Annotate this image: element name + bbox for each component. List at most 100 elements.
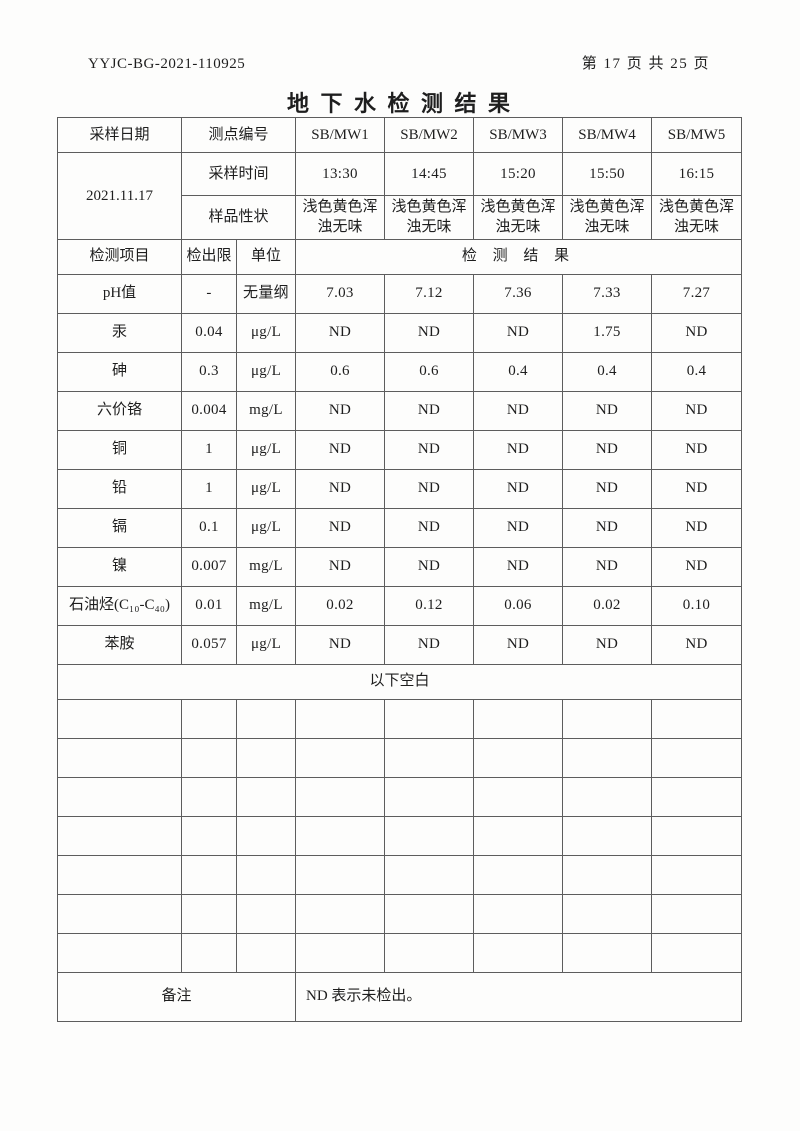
empty-cell: [295, 854, 386, 895]
empty-cell: [235, 776, 297, 817]
limit-cell: 0.004: [181, 390, 237, 431]
value-cell: ND: [651, 390, 743, 431]
table-row: 镍 0.007 mg/L ND ND ND ND ND: [57, 546, 743, 587]
value-cell: ND: [384, 546, 475, 587]
empty-cell: [181, 815, 237, 856]
item-cell: 镍: [57, 546, 182, 587]
limit-cell: 0.057: [181, 624, 237, 665]
table-remark-row: 备注 ND 表示未检出。: [56, 971, 743, 1022]
blank-note: 以下空白: [56, 663, 743, 700]
value-cell: 0.02: [562, 585, 653, 626]
limit-cell: 0.1: [181, 507, 237, 548]
limit-cell: 1: [181, 429, 237, 470]
limit-cell: -: [181, 273, 237, 314]
value-cell: ND: [295, 624, 386, 665]
item-cell: 汞: [57, 312, 182, 353]
empty-row: [57, 737, 743, 778]
item-column-label: 检测项目: [57, 238, 182, 275]
empty-cell: [57, 776, 182, 817]
value-cell: ND: [473, 312, 564, 353]
empty-cell: [473, 932, 564, 973]
limit-cell: 0.04: [181, 312, 237, 353]
value-cell: ND: [295, 468, 386, 509]
value-cell: 0.4: [651, 351, 743, 392]
point-id: SB/MW1: [295, 117, 386, 153]
value-cell: ND: [473, 429, 564, 470]
value-cell: ND: [473, 507, 564, 548]
empty-row: [57, 854, 743, 895]
value-cell: 0.4: [562, 351, 653, 392]
empty-cell: [181, 932, 237, 973]
point-id: SB/MW4: [562, 117, 653, 153]
unit-cell: μg/L: [235, 429, 297, 470]
empty-cell: [181, 698, 237, 739]
sampling-time: 15:50: [562, 152, 653, 196]
empty-cell: [295, 737, 386, 778]
item-cell: 镉: [57, 507, 182, 548]
table-empty-rows: [57, 698, 743, 973]
empty-row: [57, 893, 743, 934]
empty-cell: [651, 932, 743, 973]
table-row: 汞 0.04 μg/L ND ND ND 1.75 ND: [57, 312, 743, 353]
empty-cell: [384, 815, 475, 856]
empty-cell: [562, 815, 653, 856]
empty-cell: [57, 932, 182, 973]
empty-cell: [235, 854, 297, 895]
empty-cell: [651, 854, 743, 895]
value-cell: ND: [651, 507, 743, 548]
value-cell: ND: [651, 429, 743, 470]
value-cell: ND: [473, 390, 564, 431]
point-id-label: 测点编号: [180, 117, 297, 153]
remark-row: 备注 ND 表示未检出。: [56, 971, 743, 1022]
item-cell: 六价铬: [57, 390, 182, 431]
sampling-time: 14:45: [384, 152, 475, 196]
value-cell: 0.06: [473, 585, 564, 626]
empty-cell: [562, 854, 653, 895]
limit-cell: 1: [181, 468, 237, 509]
unit-cell: μg/L: [235, 312, 297, 353]
empty-cell: [295, 932, 386, 973]
value-cell: ND: [473, 468, 564, 509]
document-header: YYJC-BG-2021-110925 第 17 页 共 25 页: [88, 52, 712, 73]
point-id: SB/MW2: [384, 117, 475, 153]
empty-cell: [384, 854, 475, 895]
unit-cell: mg/L: [235, 546, 297, 587]
empty-cell: [57, 698, 182, 739]
unit-cell: μg/L: [235, 507, 297, 548]
table-row: 六价铬 0.004 mg/L ND ND ND ND ND: [57, 390, 743, 431]
empty-cell: [57, 854, 182, 895]
remark-label: 备注: [56, 971, 297, 1022]
header-row-point-ids: 采样日期 测点编号 SB/MW1 SB/MW2 SB/MW3 SB/MW4 SB…: [57, 117, 743, 153]
value-cell: 0.4: [473, 351, 564, 392]
empty-cell: [473, 854, 564, 895]
value-cell: 7.12: [384, 273, 475, 314]
value-cell: 0.6: [295, 351, 386, 392]
unit-cell: mg/L: [235, 390, 297, 431]
sample-character: 浅色黄色浑浊无味: [651, 195, 743, 240]
value-cell: ND: [562, 390, 653, 431]
empty-cell: [384, 893, 475, 934]
table-row: 镉 0.1 μg/L ND ND ND ND ND: [57, 507, 743, 548]
value-cell: 7.36: [473, 273, 564, 314]
sampling-date-label: 采样日期: [57, 117, 182, 153]
result-section-label: 检 测 结 果: [295, 238, 743, 275]
table-row: 砷 0.3 μg/L 0.6 0.6 0.4 0.4 0.4: [57, 351, 743, 392]
point-id: SB/MW5: [651, 117, 743, 153]
value-cell: ND: [384, 390, 475, 431]
empty-cell: [562, 737, 653, 778]
table-data-rows: pH值 - 无量纲 7.03 7.12 7.36 7.33 7.27 汞 0.04 μg/L ND ND…: [57, 273, 743, 665]
empty-cell: [473, 737, 564, 778]
empty-cell: [384, 698, 475, 739]
empty-cell: [384, 776, 475, 817]
page-title: 地 下 水 检 测 结 果: [286, 91, 513, 116]
empty-cell: [384, 932, 475, 973]
empty-cell: [651, 815, 743, 856]
empty-cell: [295, 776, 386, 817]
unit-cell: μg/L: [235, 351, 297, 392]
item-cell: pH值: [57, 273, 182, 314]
empty-cell: [651, 776, 743, 817]
empty-row: [57, 932, 743, 973]
limit-cell: 0.01: [181, 585, 237, 626]
table-blank-row: 以下空白: [56, 663, 743, 700]
